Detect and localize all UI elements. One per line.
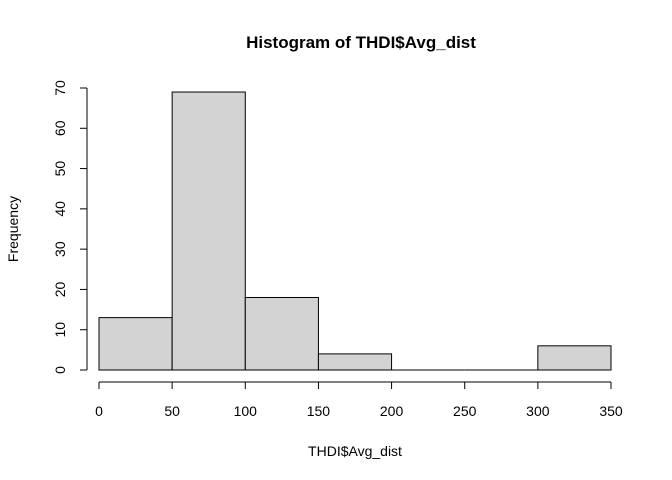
histogram-bar-1 (171, 91, 246, 371)
y-tick-label: 0 (52, 366, 68, 374)
y-tick-label: 70 (52, 80, 68, 96)
histogram-bars (98, 91, 612, 371)
x-tick-label: 150 (307, 403, 331, 419)
histogram-bar-3 (317, 353, 393, 371)
y-axis: 0 10 20 30 40 50 60 70 (52, 80, 88, 374)
x-tick-label: 200 (380, 403, 404, 419)
x-tick-label: 100 (234, 403, 258, 419)
histogram-bar-6 (537, 345, 612, 371)
x-tick-label: 300 (526, 403, 550, 419)
chart-title: Histogram of THDI$Avg_dist (246, 33, 476, 52)
x-axis-label: THDI$Avg_dist (308, 443, 402, 459)
x-tick-label: 350 (599, 403, 623, 419)
y-tick-label: 60 (52, 120, 68, 136)
histogram-bar-2 (244, 296, 319, 371)
x-tick-label: 0 (95, 403, 103, 419)
y-tick-label: 20 (52, 281, 68, 297)
histogram-bar-0 (98, 317, 173, 371)
y-tick-label: 50 (52, 161, 68, 177)
x-tick-label: 50 (164, 403, 180, 419)
y-axis-label: Frequency (5, 196, 21, 262)
y-tick-label: 40 (52, 201, 68, 217)
x-tick-label: 250 (453, 403, 477, 419)
y-tick-label: 30 (52, 241, 68, 257)
y-tick-label: 10 (52, 322, 68, 338)
x-axis: 0 50 100 150 200 250 300 350 (95, 381, 623, 419)
